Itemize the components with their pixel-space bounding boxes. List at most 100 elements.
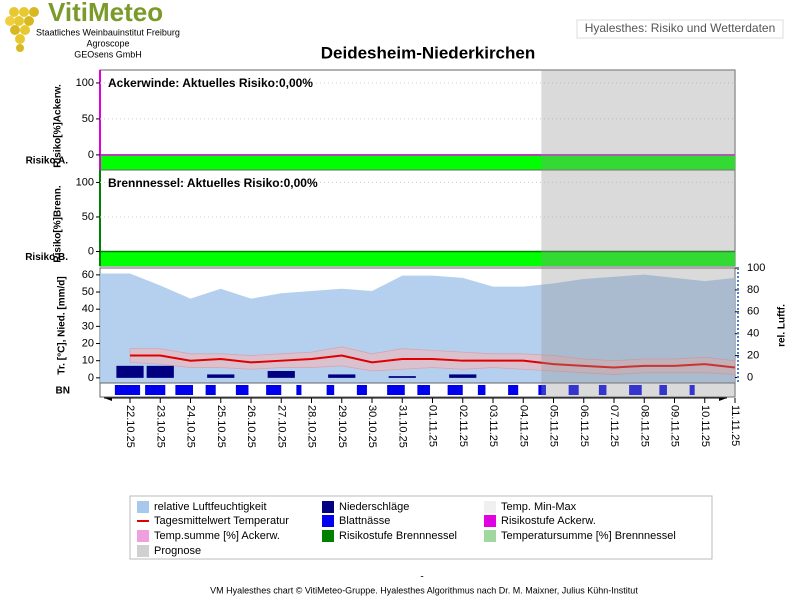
leaf-wetness — [689, 385, 695, 395]
y-tick-label: 50 — [82, 113, 94, 125]
y-tick-label: 60 — [82, 269, 94, 281]
y-tick-label: 100 — [76, 176, 94, 188]
x-tick-label: 03.11.25 — [487, 405, 499, 447]
x-tick-label: 23.10.25 — [154, 405, 166, 448]
logo-grapes — [5, 7, 39, 52]
x-tick-label: 07.11.25 — [608, 405, 620, 447]
panel-title: Brennnessel: Aktuelles Risiko:0,00% — [108, 176, 318, 190]
y-tick-label: 20 — [82, 337, 94, 349]
leaf-wetness — [296, 385, 302, 395]
y-axis-label: Tr. [°C], Nied. [mm/d] — [57, 276, 68, 374]
precip-bar — [267, 370, 295, 378]
badge-box — [576, 19, 784, 39]
legend-label: relative Luftfeuchtigkeit — [154, 501, 267, 513]
legend-box — [129, 495, 713, 560]
leaf-wetness — [356, 385, 367, 395]
legend-swatch — [484, 515, 496, 527]
legend-swatch — [137, 530, 149, 542]
x-tick-label: 29.10.25 — [336, 405, 348, 448]
legend-label: Temp.summe [%] Ackerw. — [154, 530, 280, 542]
x-tick-label: 11.11.25 — [729, 405, 741, 446]
legend-swatch — [484, 530, 496, 542]
footer-dash: - — [420, 572, 423, 583]
x-tick-label: 28.10.25 — [306, 405, 318, 448]
y-tick-label: 0 — [88, 149, 94, 161]
leaf-wetness — [477, 385, 486, 395]
institute: Agroscope — [86, 38, 129, 48]
x-tick-label: 08.11.25 — [638, 405, 650, 447]
x-tick-label: 06.11.25 — [578, 405, 590, 447]
legend-label: Blattnässe — [339, 515, 390, 527]
x-tick-label: 01.11.25 — [427, 405, 439, 447]
institute: GEOsens GmbH — [74, 49, 142, 59]
leaf-wetness — [417, 385, 430, 395]
legend-label: Prognose — [154, 545, 201, 557]
x-tick-label: 02.11.25 — [457, 405, 469, 447]
leaf-wetness — [659, 385, 667, 395]
band-label: Risiko B. — [25, 252, 68, 263]
legend-label: Temperatursumme [%] Brennnessel — [501, 530, 676, 542]
legend-swatch — [322, 501, 334, 513]
leaf-wetness — [205, 385, 216, 395]
x-tick-label: 22.10.25 — [124, 405, 136, 448]
leaf-wetness — [568, 385, 579, 395]
leaf-wetness — [114, 385, 141, 395]
y-axis-label: Risiko[%]Brenn. — [53, 185, 64, 262]
y2-axis-label: rel. Luftf. — [777, 304, 788, 347]
footer: VM Hyalesthes chart © VitiMeteo-Gruppe. … — [210, 585, 638, 595]
x-tick-label: 09.11.25 — [669, 405, 681, 447]
x-tick-label: 05.11.25 — [548, 405, 560, 447]
y2-tick-label: 20 — [747, 350, 759, 362]
legend-swatch — [484, 501, 496, 513]
legend-label: Temp. Min-Max — [501, 501, 577, 513]
y-tick-label: 100 — [76, 77, 94, 89]
leaf-wetness — [326, 385, 335, 395]
risk-band — [100, 154, 735, 170]
y2-tick-label: 80 — [747, 284, 759, 296]
y-tick-label: 0 — [88, 245, 94, 257]
y2-tick-label: 100 — [747, 262, 765, 274]
x-tick-label: 30.10.25 — [366, 405, 378, 448]
legend-swatch — [322, 530, 334, 542]
leaf-wetness — [266, 385, 282, 395]
band-label: Risiko A. — [26, 156, 69, 167]
risk-band — [100, 251, 735, 266]
row-label: BN — [56, 386, 70, 397]
leaf-wetness — [598, 385, 607, 395]
legend-label: Niederschläge — [339, 501, 409, 513]
x-tick-label: 26.10.25 — [245, 405, 257, 448]
precip-bar — [449, 374, 477, 378]
y2-tick-label: 0 — [747, 371, 753, 383]
y-tick-label: 30 — [82, 320, 94, 332]
temp-line — [130, 354, 736, 369]
leaf-wetness — [447, 385, 463, 395]
chart-title: Deidesheim-Niederkirchen — [321, 43, 535, 62]
precip-bar — [388, 376, 416, 378]
institute: Staatliches Weinbauinstitut Freiburg — [36, 27, 180, 37]
legend-swatch — [137, 545, 149, 557]
leaf-wetness — [175, 385, 194, 395]
precip-bar — [116, 365, 144, 378]
precip-bar — [207, 374, 235, 378]
x-tick-label: 25.10.25 — [215, 405, 227, 448]
temp-band — [129, 346, 736, 375]
badge: Hyalesthes: Risiko und Wetterdaten — [585, 21, 776, 35]
leaf-wetness — [508, 385, 519, 395]
legend-swatch — [137, 501, 149, 513]
y-tick-label: 10 — [82, 355, 94, 367]
panel-title: Ackerwinde: Aktuelles Risiko:0,00% — [108, 76, 313, 90]
legend-label: Risikostufe Ackerw. — [501, 515, 596, 527]
y-tick-label: 40 — [82, 303, 94, 315]
legend-label: Risikostufe Brennnessel — [339, 530, 457, 542]
legend-swatch — [322, 515, 334, 527]
y2-tick-label: 60 — [747, 306, 759, 318]
scroll-arrows — [104, 395, 727, 401]
y-tick-label: 0 — [88, 372, 94, 384]
x-tick-label: 10.11.25 — [699, 405, 711, 447]
y2-tick-label: 40 — [747, 328, 759, 340]
precip-bar — [146, 365, 174, 378]
leaf-wetness — [235, 385, 249, 395]
x-tick-label: 31.10.25 — [396, 405, 408, 448]
leaf-wetness — [387, 385, 405, 395]
leaf-wetness — [145, 385, 166, 395]
